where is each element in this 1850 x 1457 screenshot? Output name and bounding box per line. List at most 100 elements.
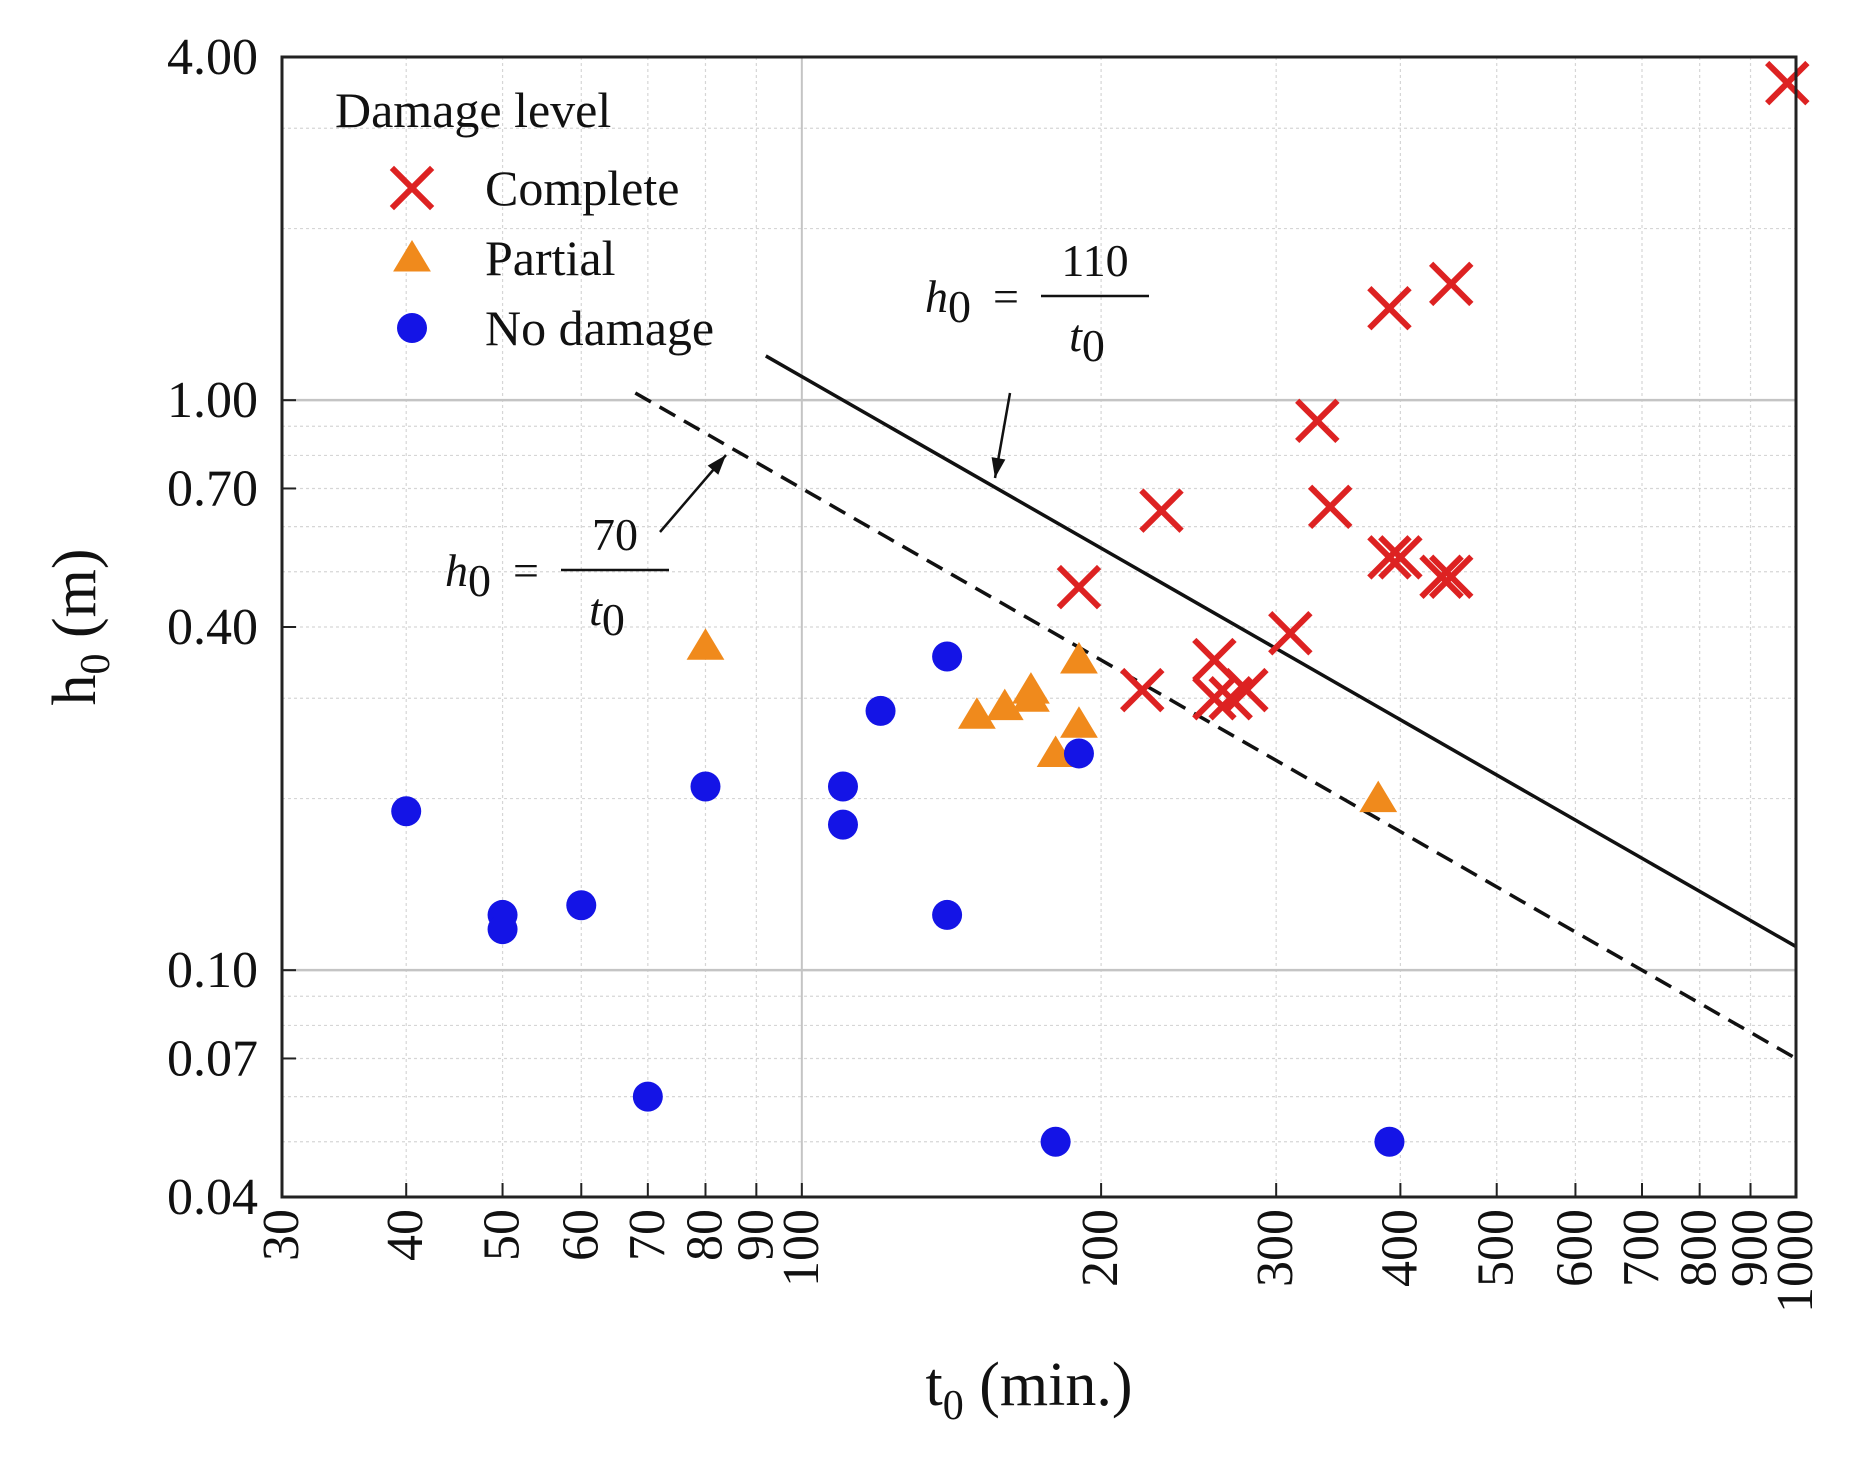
point-complete <box>1224 667 1269 713</box>
threshold-line-110 <box>764 354 1797 949</box>
x-stroke <box>1295 398 1340 444</box>
point-no-damage <box>932 899 963 930</box>
point-no-damage <box>1374 1126 1405 1157</box>
data-points <box>391 60 1810 1157</box>
point-complete <box>1428 261 1474 307</box>
x-stroke <box>1367 285 1412 331</box>
point-complete <box>1419 554 1464 600</box>
point-partial <box>1060 706 1098 738</box>
y-tick-label: 0.04 <box>167 1169 258 1226</box>
x-tick-label: 40 <box>377 1209 434 1261</box>
x-tick-label: 90 <box>727 1209 784 1261</box>
point-complete <box>1367 535 1412 580</box>
x-tick-label: 1000 <box>1767 1209 1824 1313</box>
point-partial <box>1359 780 1398 813</box>
x-tick-label: 900 <box>1722 1209 1779 1287</box>
point-no-damage <box>487 914 518 945</box>
equation-lhs: h0 <box>445 545 491 606</box>
x-tick-label: 80 <box>676 1209 733 1261</box>
y-tick-label: 0.07 <box>167 1030 258 1087</box>
x-stroke <box>1428 554 1474 600</box>
point-no-damage <box>827 809 858 840</box>
x-stroke <box>1367 535 1412 580</box>
grid-layer <box>282 57 1796 1197</box>
arrow-head <box>707 455 726 475</box>
equation-numerator: 70 <box>592 509 638 560</box>
point-no-damage <box>1040 1126 1071 1157</box>
equation-lhs: h0 <box>925 271 971 332</box>
x-tick-label: 400 <box>1371 1209 1428 1287</box>
x-tick-label: 50 <box>474 1209 531 1261</box>
y-axis-title: h0 (m) <box>41 548 119 705</box>
x-tick-label: 60 <box>552 1209 609 1261</box>
x-tick-label: 300 <box>1247 1209 1304 1287</box>
equation-equals: = <box>513 545 539 596</box>
y-tick-label: 1.00 <box>167 372 258 429</box>
threshold-line-70 <box>634 391 1797 1060</box>
point-partial <box>1060 642 1098 674</box>
x-stroke <box>1224 667 1269 713</box>
pointer-arrow-110 <box>991 392 1012 479</box>
point-no-damage <box>827 771 858 802</box>
x-stroke <box>1307 484 1353 530</box>
y-tick-label: 4.00 <box>167 29 258 86</box>
y-tick-label: 0.70 <box>167 460 258 517</box>
point-complete <box>1307 484 1353 530</box>
point-partial <box>985 688 1024 721</box>
x-stroke <box>1192 637 1237 683</box>
equation-numerator: 110 <box>1061 235 1128 286</box>
x-stroke <box>1419 554 1464 600</box>
legend-marker-complete <box>389 165 435 211</box>
x-tick-label: 700 <box>1613 1209 1670 1287</box>
x-tick-label: 30 <box>253 1209 310 1261</box>
equation-denominator: t0 <box>589 584 625 645</box>
x-stroke <box>1139 488 1184 533</box>
legend-marker-no-damage <box>397 313 427 343</box>
point-no-damage <box>391 796 422 827</box>
y-tick-label: 0.10 <box>167 942 258 999</box>
x-stroke <box>1378 535 1423 580</box>
x-stroke <box>1056 564 1102 610</box>
point-no-damage <box>566 890 597 921</box>
equation-70: h0 = 70 t0 <box>445 509 669 645</box>
legend-title: Damage level <box>335 82 611 138</box>
point-partial <box>1012 672 1050 704</box>
equation-annotations: h0 = 110 t0 h0 = 70 t0 <box>445 235 1149 645</box>
x-stroke <box>1192 675 1237 721</box>
x-tick-label: 800 <box>1671 1209 1728 1287</box>
point-complete <box>1765 60 1810 106</box>
x-tick-label: 70 <box>619 1209 676 1261</box>
pointer-arrow-70 <box>659 454 727 533</box>
x-stroke <box>1428 261 1474 307</box>
point-no-damage <box>865 695 896 726</box>
equation-equals: = <box>993 271 1019 322</box>
point-complete <box>1268 611 1313 656</box>
point-complete <box>1056 564 1102 610</box>
threshold-lines <box>634 354 1797 1060</box>
point-no-damage <box>690 771 721 802</box>
legend-label: Complete <box>485 160 679 216</box>
point-partial <box>957 697 996 729</box>
x-stroke <box>1268 611 1313 656</box>
point-complete <box>1139 488 1184 533</box>
equation-110: h0 = 110 t0 <box>925 235 1149 371</box>
legend-marker-partial <box>393 240 431 272</box>
point-partial <box>686 628 725 660</box>
y-tick-label: 0.40 <box>167 599 258 656</box>
legend: Damage level Complete Partial No damage <box>335 82 714 356</box>
x-stroke <box>1765 60 1810 106</box>
x-tick-label: 600 <box>1546 1209 1603 1287</box>
x-stroke <box>1120 667 1165 713</box>
arrow-head <box>991 457 1006 478</box>
legend-label: No damage <box>485 300 714 356</box>
x-tick-label: 500 <box>1468 1209 1525 1287</box>
point-no-damage <box>632 1081 663 1112</box>
point-complete <box>1295 398 1340 444</box>
point-complete <box>1378 535 1423 580</box>
x-stroke <box>389 165 435 211</box>
point-no-damage <box>1063 738 1094 769</box>
point-no-damage <box>932 641 963 672</box>
x-axis-title: t0 (min.) <box>926 1351 1133 1429</box>
